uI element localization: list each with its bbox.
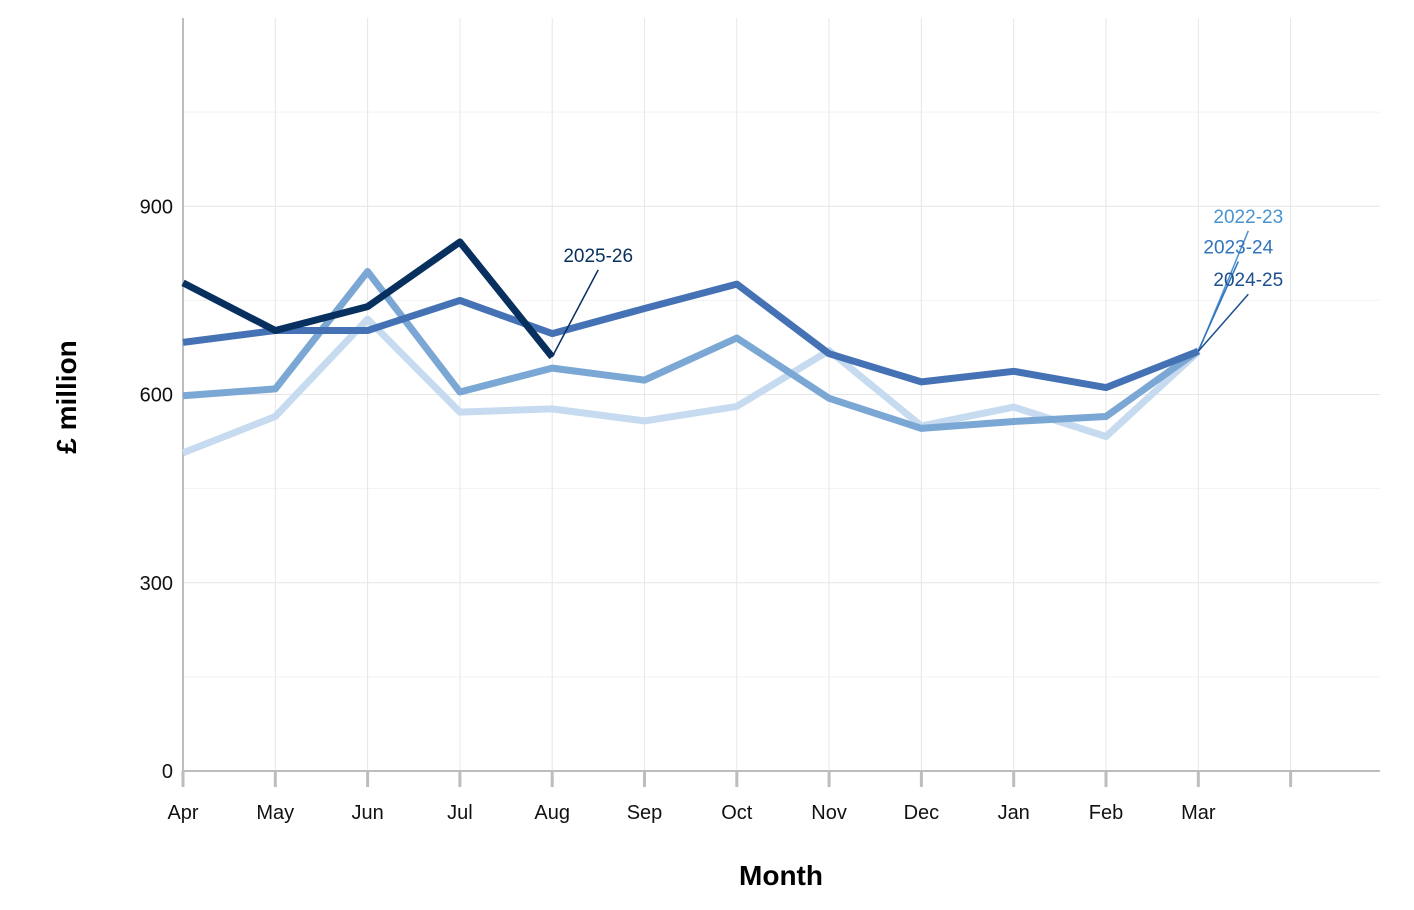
x-tick-label: Sep <box>627 802 663 824</box>
x-tick-label: Nov <box>811 802 847 824</box>
series-line-2025-26 <box>181 238 555 360</box>
gridlines <box>182 18 1380 771</box>
series-lines <box>181 238 1201 457</box>
x-tick-label: Aug <box>534 802 570 824</box>
x-tick-label: Feb <box>1089 802 1123 824</box>
x-tick-label: Oct <box>721 802 753 824</box>
y-axis-title: £ million <box>51 340 82 454</box>
x-tick-label: Jan <box>998 802 1030 824</box>
x-tick-label: Dec <box>904 802 940 824</box>
y-tick-label: 300 <box>140 573 173 595</box>
series-line-2024-25 <box>182 280 1200 392</box>
x-tick-label: May <box>256 802 294 824</box>
series-line-2023-24 <box>182 268 1201 432</box>
series-label-2024-25: 2024-25 <box>1213 270 1283 291</box>
series-label-2023-24: 2023-24 <box>1203 238 1273 259</box>
y-tick-label: 600 <box>140 385 173 407</box>
series-label-2022-23: 2022-23 <box>1213 207 1283 228</box>
x-tick-label: Jun <box>351 802 383 824</box>
x-tick-label: Jul <box>447 802 473 824</box>
x-axis-title: Month <box>739 860 823 891</box>
series-labels: 2022-23 2023-24 2024-25 2025-26 <box>551 207 1283 358</box>
label-leader-line <box>551 269 599 358</box>
x-tick-label: Apr <box>167 802 198 824</box>
label-leader-line <box>1197 293 1249 352</box>
axes: Apr May Jun Jul Aug Sep Oct Nov Dec Jan Feb Mar 0 300… <box>140 18 1380 824</box>
y-tick-label: 0 <box>162 761 173 783</box>
y-tick-label: 900 <box>140 196 173 218</box>
series-label-2025-26: 2025-26 <box>563 246 633 267</box>
series-line-2022-23 <box>181 315 1201 457</box>
x-tick-label: Mar <box>1181 802 1216 824</box>
label-leader-line <box>1197 261 1239 351</box>
